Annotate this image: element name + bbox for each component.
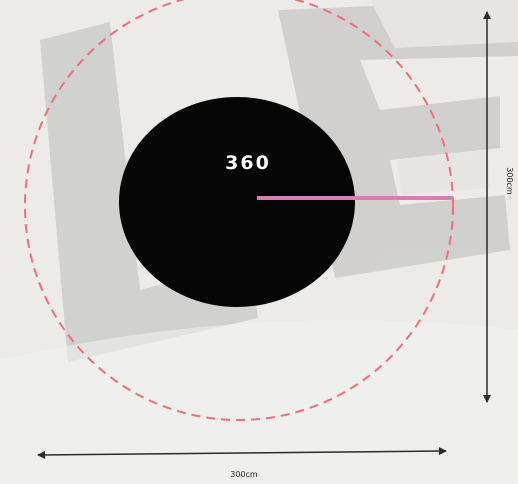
width-dimension-label: 300cm (230, 470, 258, 479)
width-dimension-arrow (37, 447, 447, 459)
clearance-dashed-circle (24, 0, 454, 421)
background-floor-sweep (0, 320, 518, 484)
height-dimension-label: 300cm (505, 167, 514, 195)
center-value-label: 360 (225, 152, 271, 174)
object-circle (119, 97, 355, 307)
